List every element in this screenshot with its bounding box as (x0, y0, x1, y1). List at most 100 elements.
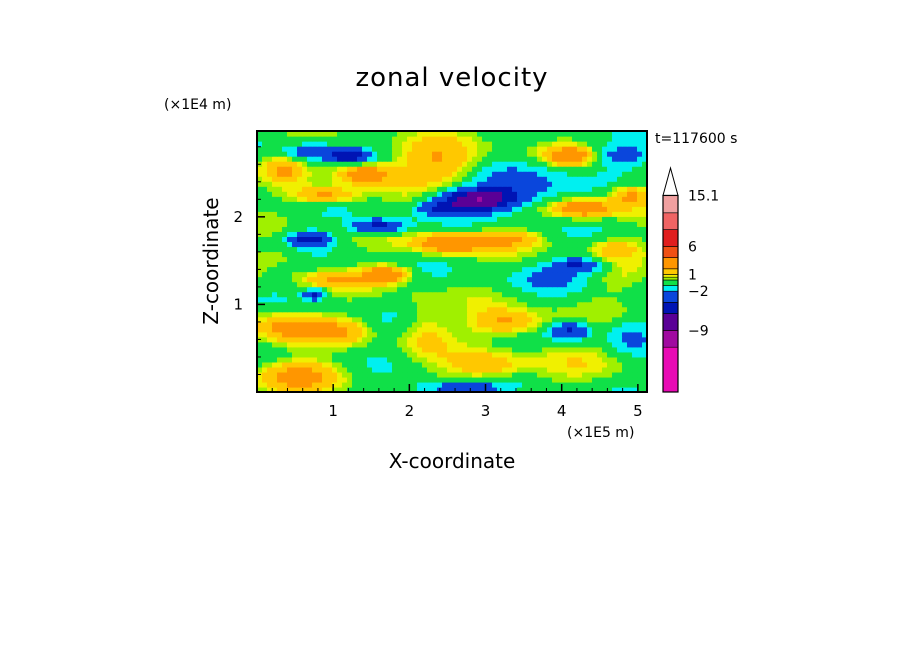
field-cell (282, 276, 288, 283)
field-cell (402, 371, 408, 378)
field-cell (432, 226, 438, 232)
field-cell (372, 246, 378, 253)
field-cell (522, 321, 528, 328)
field-cell (297, 341, 303, 348)
field-cell (442, 376, 448, 383)
field-cell (452, 266, 458, 273)
field-cell (562, 376, 568, 383)
field-cell (262, 286, 268, 293)
field-cell (542, 376, 548, 383)
field-cell (382, 136, 388, 142)
field-cell (392, 266, 398, 273)
field-cell (397, 136, 403, 142)
field-cell (312, 171, 318, 177)
field-cell (522, 131, 528, 137)
field-cell (277, 176, 283, 182)
field-cell (537, 291, 543, 298)
field-cell (267, 271, 273, 278)
field-cell (542, 156, 548, 162)
field-cell (387, 231, 393, 238)
field-cell (437, 281, 443, 288)
field-cell (302, 146, 308, 152)
field-cell (472, 291, 478, 298)
field-cell (607, 371, 613, 378)
field-cell (612, 136, 618, 142)
field-cell (397, 346, 403, 353)
field-cell (577, 236, 583, 243)
field-cell (627, 256, 633, 263)
field-cell (562, 291, 568, 298)
field-cell (577, 161, 583, 167)
field-cell (452, 131, 458, 137)
field-cell (547, 241, 553, 248)
field-cell (642, 331, 648, 338)
field-cell (552, 241, 558, 248)
field-cell (497, 336, 503, 343)
field-cell (457, 311, 463, 318)
field-cell (282, 196, 288, 202)
field-cell (272, 366, 278, 373)
field-cell (317, 246, 323, 253)
field-cell (552, 276, 558, 283)
field-cell (467, 321, 473, 328)
field-cell (587, 361, 593, 368)
field-cell (422, 271, 428, 278)
field-cell (627, 306, 633, 313)
field-cell (442, 141, 448, 147)
field-cell (317, 191, 323, 197)
field-cell (572, 376, 578, 383)
field-cell (587, 146, 593, 152)
colorbar-bin (662, 290, 679, 303)
field-cell (622, 351, 628, 358)
field-cell (567, 331, 573, 338)
field-cell (392, 386, 398, 393)
field-cell (627, 231, 633, 238)
field-cell (552, 231, 558, 238)
field-cell (632, 211, 638, 217)
field-cell (427, 326, 433, 333)
field-cell (387, 316, 393, 323)
field-cell (592, 376, 598, 383)
field-cell (642, 231, 648, 238)
field-cell (462, 341, 468, 348)
field-cell (372, 316, 378, 323)
field-cell (452, 231, 458, 238)
field-cell (542, 236, 548, 243)
field-cell (537, 166, 543, 172)
field-cell (262, 261, 268, 268)
field-cell (482, 356, 488, 363)
field-cell (367, 156, 373, 162)
field-cell (332, 296, 338, 303)
field-cell (507, 386, 513, 393)
field-cell (577, 181, 583, 187)
field-cell (257, 251, 263, 258)
field-cell (287, 321, 293, 328)
field-cell (477, 161, 483, 167)
field-cell (567, 306, 573, 313)
field-cell (342, 241, 348, 248)
field-cell (617, 186, 623, 192)
field-cell (452, 306, 458, 313)
field-cell (542, 211, 548, 217)
field-cell (377, 241, 383, 248)
field-cell (422, 336, 428, 343)
field-cell (357, 286, 363, 293)
field-cell (397, 321, 403, 328)
field-cell (482, 236, 488, 243)
field-cell (397, 206, 403, 212)
field-cell (447, 386, 453, 393)
field-cell (417, 226, 423, 232)
field-cell (487, 166, 493, 172)
field-cell (532, 301, 538, 308)
field-cell (482, 176, 488, 182)
field-cell (462, 136, 468, 142)
field-cell (322, 201, 328, 207)
field-cell (322, 156, 328, 162)
field-cell (432, 361, 438, 368)
field-cell (402, 281, 408, 288)
field-cell (607, 321, 613, 328)
field-cell (327, 136, 333, 142)
field-cell (547, 206, 553, 212)
field-cell (257, 296, 263, 303)
field-cell (612, 386, 618, 393)
